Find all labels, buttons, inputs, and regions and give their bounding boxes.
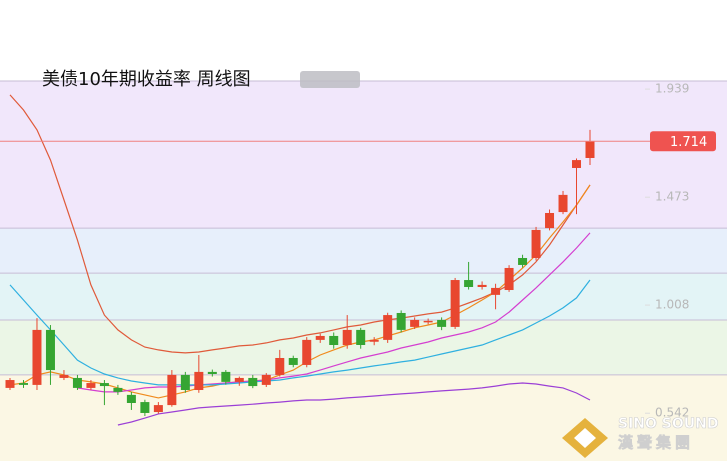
candle-body: [437, 319, 447, 327]
candle-body: [113, 387, 123, 392]
candle-body: [59, 374, 69, 378]
candle-body: [86, 383, 96, 388]
watermark: SINO SOUND 漢聲集團: [562, 416, 719, 458]
candle-body: [234, 377, 244, 382]
candle-body: [32, 329, 42, 385]
candle-body: [356, 329, 366, 345]
candle-body: [410, 319, 420, 327]
candle-body: [531, 229, 541, 258]
candle-body: [545, 212, 555, 229]
candle-body: [248, 377, 258, 387]
candle-body: [450, 280, 460, 327]
y-tick-label: 0.542: [655, 406, 689, 420]
chart-title: 美债10年期收益率 周线图: [42, 69, 251, 90]
candle-body: [18, 383, 28, 385]
band: [0, 80, 727, 229]
candle-body: [99, 383, 109, 387]
candle-body: [477, 284, 487, 287]
ma-line: [117, 382, 591, 426]
candle-body: [369, 339, 379, 342]
candle-body: [504, 267, 514, 291]
last-price-tag: [650, 131, 716, 152]
candle-body: [315, 335, 325, 340]
candle-body: [275, 357, 285, 375]
band: [0, 228, 727, 274]
candle-body: [342, 329, 352, 345]
candle-body: [45, 329, 55, 371]
candle-body: [194, 371, 204, 391]
candle-body: [383, 315, 393, 340]
candle-body: [491, 287, 501, 295]
candle-body: [423, 320, 433, 323]
candle-body: [261, 374, 271, 385]
y-tick-label: 1.473: [655, 190, 689, 204]
y-tick-label: 1.008: [655, 298, 689, 312]
candle-body: [5, 380, 15, 388]
candle-body: [518, 257, 528, 265]
band: [0, 273, 727, 320]
candle-body: [180, 374, 190, 391]
candle-body: [153, 405, 163, 413]
candle-body: [221, 371, 231, 382]
watermark-text: SINO SOUND: [618, 416, 718, 432]
candle-body: [288, 357, 298, 365]
logo-inner: [574, 428, 596, 448]
candle-body: [72, 377, 82, 388]
blurred-tag: [300, 71, 360, 88]
candle-body: [396, 312, 406, 330]
background: [0, 80, 727, 461]
candle-body: [207, 371, 217, 374]
watermark-text: 漢聲集團: [618, 434, 694, 452]
candle-body: [167, 374, 177, 406]
band: [0, 319, 727, 375]
candle-body: [126, 394, 136, 403]
y-tick-label: 1.939: [655, 82, 689, 96]
candle-body: [302, 339, 312, 365]
candle-body: [329, 335, 339, 345]
candle-body: [572, 160, 582, 168]
candle-body: [585, 141, 595, 158]
candle-body: [140, 402, 150, 413]
candle-body: [464, 280, 474, 287]
last-price-label: 1.714: [670, 135, 707, 150]
ma-line: [9, 279, 591, 386]
candle-body: [558, 194, 568, 213]
ma-line: [77, 232, 591, 393]
